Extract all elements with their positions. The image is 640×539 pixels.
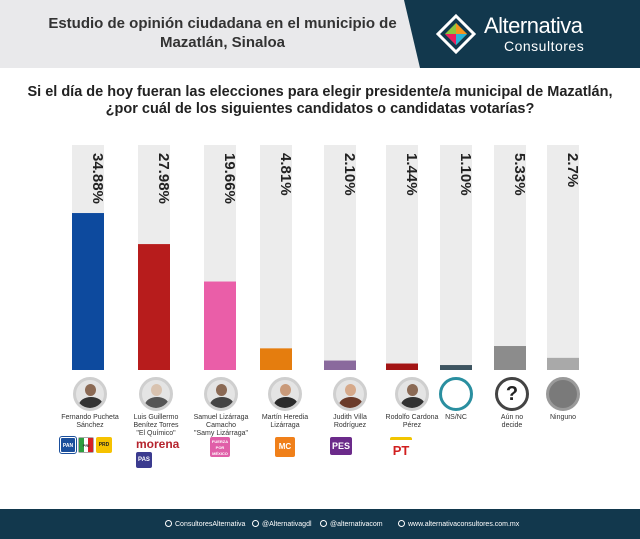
footer: ConsultoresAlternativa @Alternativagdl @… (0, 509, 640, 539)
bar-track (440, 145, 472, 370)
candidate-photo-icon (139, 377, 173, 411)
empty-circle-icon (439, 377, 473, 411)
fuerza-por-mexico-logo: FUERZA POR MÉXICO (210, 437, 230, 457)
bar-value-label: 5.33% (511, 153, 528, 196)
morena-logo: morena (136, 437, 180, 451)
prd-logo: PRD (96, 437, 112, 453)
candidate-8: ? Aún no decide (477, 377, 547, 430)
candidate-name: Aún no decide (500, 414, 524, 429)
brand-name: Alternativa (484, 13, 583, 38)
header-title: Estudio de opinión ciudadana en el munic… (40, 14, 405, 52)
pan-logo: PAN (59, 436, 77, 454)
bar (204, 281, 236, 370)
candidate-2: Luis Guillermo Benítez Torres "El Químico" (121, 377, 191, 438)
candidate-name: NS/NC (445, 414, 467, 421)
bar-value-label: 1.10% (457, 153, 474, 196)
candidate-3: Samuel Lizárraga Camacho "Samy Lizárraga" (186, 377, 256, 438)
candidate-name: Ninguno (549, 414, 577, 421)
pt-logo: PT (390, 437, 412, 459)
bar (386, 363, 418, 370)
bar-track (494, 145, 526, 370)
brand-subtitle: Consultores (504, 38, 585, 54)
candidate-5: Judith Villa Rodríguez (315, 377, 385, 430)
party-logos-6: PT (390, 437, 412, 467)
bar-value-label: 2.7% (564, 153, 581, 187)
bar (72, 213, 104, 370)
party-logos-2: morena PAS (136, 437, 180, 468)
bar-value-label: 4.81% (277, 153, 294, 196)
party-logos-3: FUERZA POR MÉXICO (210, 437, 230, 467)
bar-value-label: 19.66% (221, 153, 238, 204)
movimiento-ciudadano-logo: MC (275, 437, 295, 457)
brand-notch (404, 0, 420, 68)
party-logos-4: MC (275, 437, 295, 467)
bar (260, 348, 292, 370)
candidate-4: Martín Heredia Lizárraga (250, 377, 320, 430)
facebook-icon (165, 520, 172, 527)
bar-value-label: 1.44% (403, 153, 420, 196)
candidate-name: Luis Guillermo Benítez Torres "El Químico" (133, 414, 179, 437)
question-mark-icon: ? (495, 377, 529, 411)
pes-logo: PES (330, 437, 352, 455)
footer-website: www.alternativaconsultores.com.mx (398, 520, 519, 528)
candidate-photo-icon (395, 377, 429, 411)
bar (138, 244, 170, 370)
candidate-name: Martín Heredia Lizárraga (261, 414, 309, 429)
bar-track (547, 145, 579, 370)
candidate-photo-icon (73, 377, 107, 411)
bar-value-label: 2.10% (341, 153, 358, 196)
header-title-line1: Estudio de opinión ciudadana en el munic… (48, 15, 397, 32)
footer-instagram: @alternativacom (320, 520, 383, 528)
candidate-6: Rodolfo Cardona Pérez (377, 377, 447, 430)
bar (494, 346, 526, 370)
candidate-name: Fernando Pucheta Sánchez (61, 414, 119, 429)
header: Estudio de opinión ciudadana en el munic… (0, 0, 640, 68)
question-line2: ¿por cuál de los siguientes candidatos o… (105, 101, 535, 117)
candidate-name: Rodolfo Cardona Pérez (385, 414, 439, 429)
twitter-icon (252, 520, 259, 527)
pri-logo-icon: PRI (79, 438, 93, 452)
bar (440, 365, 472, 370)
survey-question: Si el día de hoy fueran las elecciones p… (20, 84, 620, 118)
pas-logo: PAS (136, 452, 152, 468)
question-line1: Si el día de hoy fueran las elecciones p… (27, 84, 613, 100)
svg-text:PRI: PRI (83, 443, 90, 448)
candidate-1: Fernando Pucheta Sánchez (55, 377, 125, 430)
globe-icon (398, 520, 405, 527)
candidate-7: NS/NC (421, 377, 491, 422)
candidate-photo-icon (268, 377, 302, 411)
grey-circle-icon (546, 377, 580, 411)
bar-value-label: 27.98% (155, 153, 172, 204)
party-logos-1: PAN PRI PRD (59, 436, 112, 467)
footer-twitter: @Alternativagdl (252, 520, 312, 528)
candidate-photo-icon (204, 377, 238, 411)
candidate-name: Samuel Lizárraga Camacho "Samy Lizárraga" (193, 414, 249, 437)
pri-logo: PRI (78, 437, 94, 453)
header-title-line2: Mazatlán, Sinaloa (159, 34, 286, 51)
instagram-icon (320, 520, 327, 527)
bar-track (324, 145, 356, 370)
bar-track (386, 145, 418, 370)
party-logos-5: PES (330, 437, 352, 467)
candidate-name: Judith Villa Rodríguez (333, 414, 367, 429)
bar-value-label: 34.88% (89, 153, 106, 204)
brand-logo-icon (436, 14, 476, 54)
bar (324, 360, 356, 370)
candidate-9: Ninguno (528, 377, 598, 422)
footer-facebook: ConsultoresAlternativa (165, 520, 245, 528)
bar-track (260, 145, 292, 370)
bar (547, 357, 579, 370)
candidate-photo-icon (333, 377, 367, 411)
